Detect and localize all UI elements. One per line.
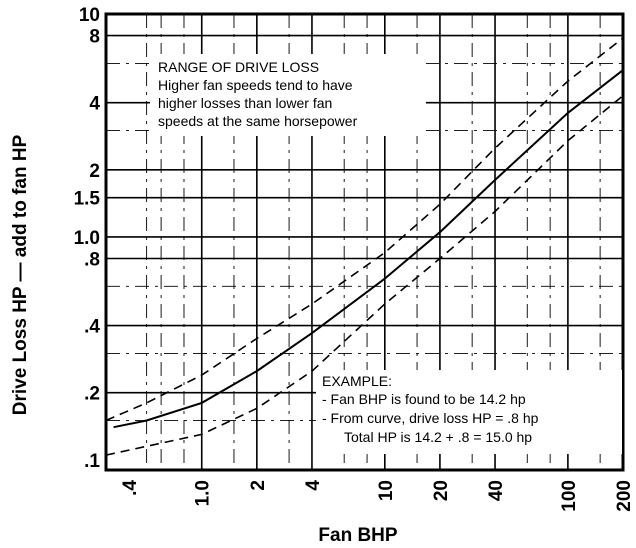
- y-tick-label: 4: [89, 94, 100, 115]
- range-note: RANGE OF DRIVE LOSS Higher fan speeds te…: [150, 54, 426, 136]
- example-note-title: EXAMPLE:: [322, 373, 392, 389]
- example-note: EXAMPLE: - Fan BHP is found to be 14.2 h…: [316, 370, 622, 454]
- y-axis-title: Drive Loss HP — add to fan HP: [10, 134, 31, 415]
- drive-loss-curve: [113, 69, 624, 429]
- range-bound-curve: [105, 95, 624, 456]
- y-axis-ticks: .1 .2 .4 .81.0 1.5 2 4 810: [74, 5, 101, 472]
- y-tick-label: 1.5: [74, 189, 101, 210]
- example-note-line: Total HP is 14.2 + .8 = 15.0 hp: [344, 429, 532, 445]
- x-tick-label: 40: [486, 480, 507, 501]
- y-tick-label: 8: [89, 27, 100, 48]
- x-tick-label: 100: [559, 480, 580, 512]
- x-tick-label: 4: [303, 480, 324, 491]
- plot-frame: [104, 12, 625, 472]
- x-axis-title: Fan BHP: [318, 525, 398, 546]
- y-tick-label: 1.0: [74, 228, 100, 249]
- y-tick-label: 10: [79, 5, 100, 26]
- range-note-title: RANGE OF DRIVE LOSS: [158, 59, 319, 75]
- x-tick-label: 20: [431, 480, 452, 501]
- y-tick-label: 2: [89, 161, 100, 182]
- range-bound-curve: [105, 37, 624, 422]
- example-note-background: [316, 370, 622, 454]
- series-layer: [105, 37, 624, 456]
- x-tick-label: 10: [376, 480, 397, 501]
- x-tick-label: 2: [248, 480, 269, 491]
- range-note-line: speeds at the same horsepower: [158, 113, 358, 129]
- x-tick-label: 1.0: [193, 480, 214, 506]
- range-note-line: higher losses than lower fan: [158, 95, 332, 111]
- range-note-background: [150, 54, 426, 136]
- range-note-line: Higher fan speeds tend to have: [158, 77, 353, 93]
- x-tick-label: 200: [614, 480, 635, 512]
- example-note-line: - From curve, drive loss HP = .8 hp: [322, 410, 539, 426]
- x-axis-ticks: .4 1.0 2 4 10 20 40 100 200: [120, 480, 635, 512]
- y-tick-label: .8: [84, 250, 100, 271]
- example-note-line: - Fan BHP is found to be 14.2 hp: [322, 391, 526, 407]
- y-tick-label: .1: [84, 451, 100, 472]
- x-tick-label: .4: [120, 480, 141, 496]
- y-tick-label: .2: [84, 384, 100, 405]
- y-tick-label: .4: [84, 317, 100, 338]
